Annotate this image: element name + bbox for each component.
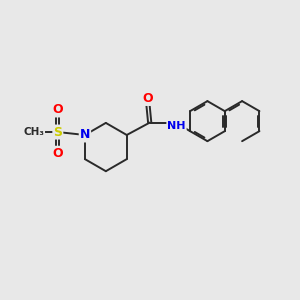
Text: S: S [53, 125, 62, 139]
Text: O: O [52, 103, 63, 116]
Text: O: O [52, 147, 63, 160]
Text: O: O [142, 92, 153, 105]
Text: CH₃: CH₃ [23, 127, 44, 137]
Text: NH: NH [167, 121, 186, 131]
Text: N: N [80, 128, 90, 142]
